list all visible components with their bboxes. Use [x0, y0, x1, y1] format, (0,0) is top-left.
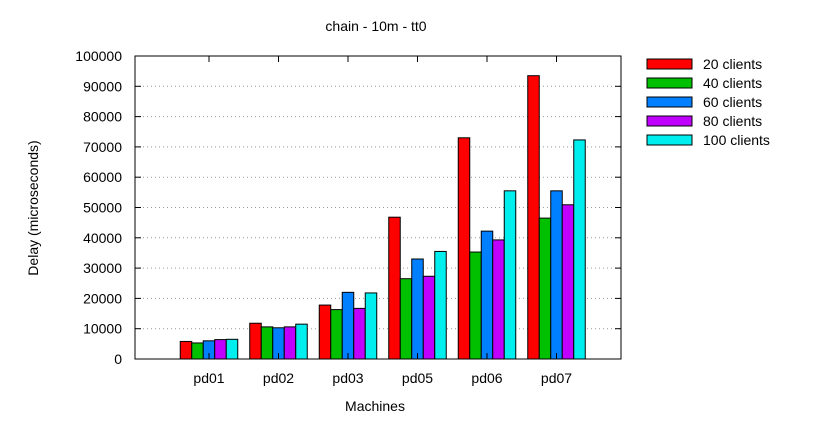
bar-pd02-100-clients	[295, 323, 308, 360]
y-tick-label: 10000	[83, 321, 122, 337]
y-tick-label: 90000	[83, 78, 122, 94]
bar-pd05-60-clients	[411, 258, 424, 360]
y-tick-label: 30000	[83, 260, 122, 276]
bar-pd06-100-clients	[503, 190, 517, 360]
legend-swatch	[646, 77, 693, 89]
x-tick-label: pd05	[402, 370, 433, 386]
bar-pd07-40-clients	[538, 217, 552, 360]
bar-pd05-100-clients	[434, 250, 447, 360]
y-tick-label: 50000	[83, 200, 122, 216]
x-tick-label: pd06	[471, 370, 502, 386]
y-tick-label: 70000	[83, 139, 122, 155]
y-tick-label: 0	[114, 351, 122, 367]
legend-label: 40 clients	[703, 75, 762, 91]
y-tick-label: 60000	[83, 169, 122, 185]
bar-pd07-60-clients	[550, 190, 563, 360]
y-tick-label: 80000	[83, 109, 122, 125]
bar-pd05-80-clients	[422, 275, 436, 360]
bar-pd03-20-clients	[318, 304, 332, 360]
x-tick-label: pd01	[193, 370, 224, 386]
bar-pd07-80-clients	[561, 204, 575, 360]
bar-pd01-40-clients	[191, 342, 204, 360]
legend-swatch	[646, 58, 693, 70]
axes: 0 10000 20000 30000 40000 50000 60000 70000 8000…	[75, 48, 622, 386]
bar-pd03-60-clients	[341, 291, 355, 360]
legend-swatch	[646, 115, 693, 127]
y-tick-label: 100000	[75, 48, 122, 64]
legend-label: 20 clients	[703, 56, 762, 72]
bars	[179, 75, 586, 360]
bar-pd06-60-clients	[480, 230, 494, 360]
bar-pd01-80-clients	[214, 339, 227, 360]
bar-pd07-20-clients	[527, 75, 540, 360]
bar-pd02-20-clients	[249, 322, 262, 360]
bar-pd02-80-clients	[283, 326, 297, 360]
legend-label: 80 clients	[703, 113, 762, 129]
bar-pd01-100-clients	[225, 338, 239, 360]
bar-pd03-100-clients	[364, 292, 378, 360]
bar-pd06-20-clients	[457, 137, 471, 360]
bar-pd03-80-clients	[353, 307, 366, 360]
legend-swatch	[646, 96, 693, 108]
y-axis-label: Delay (microseconds)	[25, 140, 41, 275]
bar-pd01-20-clients	[179, 340, 193, 360]
y-tick-label: 20000	[83, 290, 122, 306]
y-tick-label: 40000	[83, 230, 122, 246]
bar-pd07-100-clients	[573, 139, 586, 360]
bar-pd05-40-clients	[399, 278, 413, 360]
x-tick-label: pd02	[263, 370, 294, 386]
legend-swatch	[646, 134, 693, 146]
bar-pd02-40-clients	[260, 326, 274, 360]
chart-title: chain - 10m - tt0	[325, 18, 426, 34]
x-axis-label: Machines	[345, 398, 405, 414]
legend: 20 clients 40 clients 60 clients 80 clients…	[646, 56, 770, 148]
legend-label: 60 clients	[703, 94, 762, 110]
x-tick-label: pd03	[332, 370, 363, 386]
legend-label: 100 clients	[703, 132, 770, 148]
bar-pd06-40-clients	[469, 251, 482, 360]
bar-pd03-40-clients	[330, 309, 343, 360]
bar-pd05-20-clients	[388, 216, 401, 360]
plot-frame	[134, 55, 622, 360]
bar-pd06-80-clients	[492, 239, 505, 360]
x-tick-label: pd07	[541, 370, 572, 386]
